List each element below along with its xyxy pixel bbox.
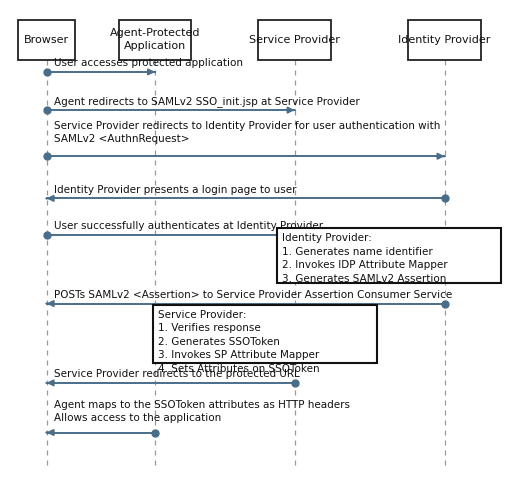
Text: Service Provider redirects to the protected URL: Service Provider redirects to the protec… xyxy=(54,370,300,379)
Text: Agent-Protected
Application: Agent-Protected Application xyxy=(110,28,201,51)
Bar xyxy=(153,305,377,363)
Text: Agent redirects to SAMLv2 SSO_init.jsp at Service Provider: Agent redirects to SAMLv2 SSO_init.jsp a… xyxy=(54,96,360,107)
Text: Service Provider:
1. Verifies response
2. Generates SSOToken
3. Invokes SP Attri: Service Provider: 1. Verifies response 2… xyxy=(158,310,320,374)
Bar xyxy=(277,228,501,283)
Text: User successfully authenticates at Identity Provider: User successfully authenticates at Ident… xyxy=(54,221,324,231)
Bar xyxy=(18,20,75,60)
Text: Service Provider redirects to Identity Provider for user authentication with
SAM: Service Provider redirects to Identity P… xyxy=(54,122,440,144)
Text: Service Provider: Service Provider xyxy=(249,35,340,45)
Text: Browser: Browser xyxy=(24,35,69,45)
Bar xyxy=(408,20,481,60)
Text: Agent maps to the SSOToken attributes as HTTP headers
Allows access to the appli: Agent maps to the SSOToken attributes as… xyxy=(54,400,351,423)
Text: POSTs SAMLv2 <Assertion> to Service Provider Assertion Consumer Service: POSTs SAMLv2 <Assertion> to Service Prov… xyxy=(54,290,452,300)
Text: Identity Provider presents a login page to user: Identity Provider presents a login page … xyxy=(54,185,297,195)
Text: Identity Provider:
1. Generates name identifier
2. Invokes IDP Attribute Mapper
: Identity Provider: 1. Generates name ide… xyxy=(282,233,447,284)
Text: User accesses protected application: User accesses protected application xyxy=(54,59,244,68)
Bar xyxy=(258,20,331,60)
Text: Identity Provider: Identity Provider xyxy=(399,35,491,45)
Bar xyxy=(119,20,191,60)
